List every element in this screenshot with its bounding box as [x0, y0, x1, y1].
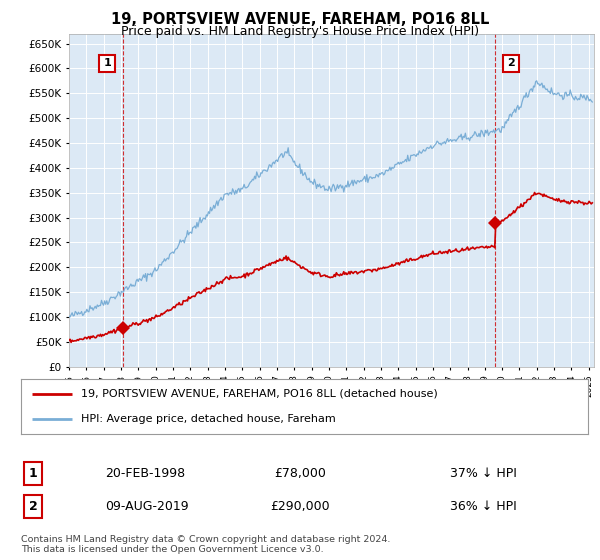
Text: 20-FEB-1998: 20-FEB-1998	[105, 466, 185, 480]
Text: £290,000: £290,000	[270, 500, 330, 514]
Text: Contains HM Land Registry data © Crown copyright and database right 2024.
This d: Contains HM Land Registry data © Crown c…	[21, 535, 391, 554]
Text: 36% ↓ HPI: 36% ↓ HPI	[450, 500, 517, 514]
Text: 1: 1	[29, 466, 37, 480]
Text: 1: 1	[103, 58, 111, 68]
Text: 2: 2	[507, 58, 515, 68]
Text: 37% ↓ HPI: 37% ↓ HPI	[450, 466, 517, 480]
Text: 09-AUG-2019: 09-AUG-2019	[105, 500, 188, 514]
Text: 2: 2	[29, 500, 37, 514]
Text: Price paid vs. HM Land Registry's House Price Index (HPI): Price paid vs. HM Land Registry's House …	[121, 25, 479, 38]
Text: HPI: Average price, detached house, Fareham: HPI: Average price, detached house, Fare…	[80, 414, 335, 424]
Text: 19, PORTSVIEW AVENUE, FAREHAM, PO16 8LL (detached house): 19, PORTSVIEW AVENUE, FAREHAM, PO16 8LL …	[80, 389, 437, 399]
Text: 19, PORTSVIEW AVENUE, FAREHAM, PO16 8LL: 19, PORTSVIEW AVENUE, FAREHAM, PO16 8LL	[111, 12, 489, 27]
Text: £78,000: £78,000	[274, 466, 326, 480]
